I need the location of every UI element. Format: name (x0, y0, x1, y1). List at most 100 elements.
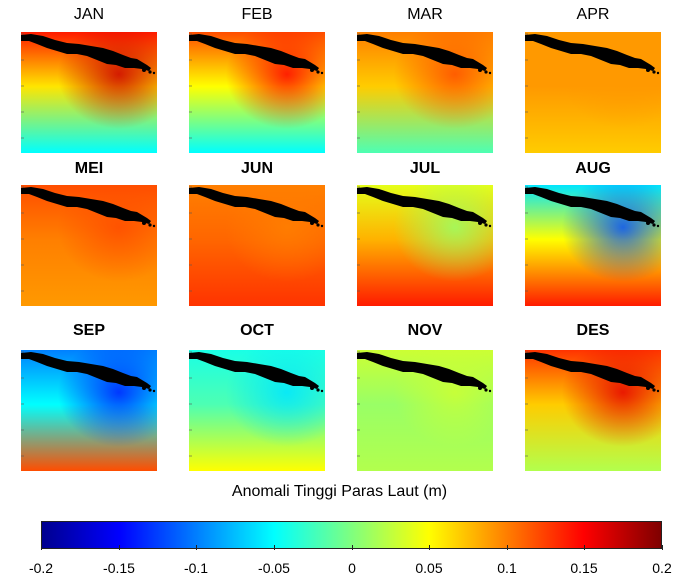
java-island (189, 352, 319, 389)
small-island (646, 68, 650, 72)
java-island (525, 187, 655, 224)
colorbar-tick-label: 0.15 (570, 560, 598, 576)
small-island (310, 68, 314, 72)
colorbar (41, 521, 662, 549)
colorbar-tick-label: 0.05 (415, 560, 443, 576)
colorbar-tick-label: -0.15 (103, 560, 135, 576)
small-island (652, 223, 656, 227)
small-island (320, 224, 324, 228)
panel-title-apr: APR (576, 6, 610, 23)
panel-title-nov: NOV (407, 322, 443, 339)
map-panel-mei (21, 185, 157, 306)
colorbar-tick-label: 0.2 (652, 560, 672, 576)
colorbar-tickmark (584, 545, 585, 550)
small-island (484, 388, 488, 392)
small-island (316, 70, 320, 74)
map-svg-aug (525, 185, 661, 306)
map-svg-mar (357, 32, 493, 153)
panel-title-mei: MEI (74, 160, 104, 177)
colorbar-tickmark (429, 545, 430, 550)
panel-title-jun: JUN (240, 160, 273, 177)
map-panel-jul (357, 185, 493, 306)
colorbar-tick-label: -0.2 (28, 560, 54, 576)
map-panel-feb (189, 32, 325, 153)
small-island (148, 388, 152, 392)
small-island (310, 386, 314, 390)
colorbar-tickmark (41, 545, 42, 550)
java-island (21, 34, 151, 71)
map-svg-jul (357, 185, 493, 306)
colorbar-label: Anomali Tinggi Paras Laut (m) (231, 483, 448, 500)
java-island (189, 34, 319, 71)
small-island (646, 386, 650, 390)
colorbar-tickmark (662, 545, 663, 550)
small-island (652, 388, 656, 392)
small-island (310, 221, 314, 225)
colorbar-tick-label: -0.1 (183, 560, 209, 576)
small-island (316, 223, 320, 227)
panel-title-sep: SEP (72, 322, 105, 339)
java-island (357, 34, 487, 71)
colorbar-tickmark (274, 545, 275, 550)
small-island (148, 223, 152, 227)
panel-title-des: DES (576, 322, 610, 339)
small-island (152, 224, 156, 228)
java-island (21, 187, 151, 224)
map-svg-apr (525, 32, 661, 153)
colorbar-tick-label: -0.05 (258, 560, 290, 576)
panel-title-jul: JUL (409, 160, 441, 177)
map-panel-nov (357, 350, 493, 471)
small-island (656, 224, 660, 228)
panel-title-mar: MAR (407, 6, 443, 23)
small-island (152, 389, 156, 393)
colorbar-tick-label: 0 (348, 560, 356, 576)
java-island (525, 352, 655, 389)
small-island (478, 68, 482, 72)
colorbar-tickmark (352, 545, 353, 550)
small-island (152, 71, 156, 75)
small-island (142, 386, 146, 390)
map-panel-apr (525, 32, 661, 153)
small-island (484, 70, 488, 74)
panel-title-feb: FEB (241, 6, 273, 23)
map-panel-jan (21, 32, 157, 153)
map-panel-sep (21, 350, 157, 471)
small-island (488, 389, 492, 393)
map-panel-mar (357, 32, 493, 153)
java-island (525, 34, 655, 71)
colorbar-tickmark (196, 545, 197, 550)
small-island (646, 221, 650, 225)
map-svg-des (525, 350, 661, 471)
small-island (320, 71, 324, 75)
map-svg-mei (21, 185, 157, 306)
small-island (656, 389, 660, 393)
java-island (189, 187, 319, 224)
small-island (484, 223, 488, 227)
panel-title-jan: JAN (73, 6, 105, 23)
small-island (478, 221, 482, 225)
map-svg-oct (189, 350, 325, 471)
java-island (21, 352, 151, 389)
small-island (142, 68, 146, 72)
small-island (320, 389, 324, 393)
small-island (488, 71, 492, 75)
colorbar-tickmark (119, 545, 120, 550)
map-svg-jan (21, 32, 157, 153)
map-panel-des (525, 350, 661, 471)
small-island (478, 386, 482, 390)
small-island (142, 221, 146, 225)
map-panel-jun (189, 185, 325, 306)
map-panel-aug (525, 185, 661, 306)
small-island (148, 70, 152, 74)
map-svg-jun (189, 185, 325, 306)
small-island (656, 71, 660, 75)
map-svg-sep (21, 350, 157, 471)
small-island (488, 224, 492, 228)
java-island (357, 352, 487, 389)
map-svg-nov (357, 350, 493, 471)
map-panel-oct (189, 350, 325, 471)
map-svg-feb (189, 32, 325, 153)
small-island (316, 388, 320, 392)
java-island (357, 187, 487, 224)
